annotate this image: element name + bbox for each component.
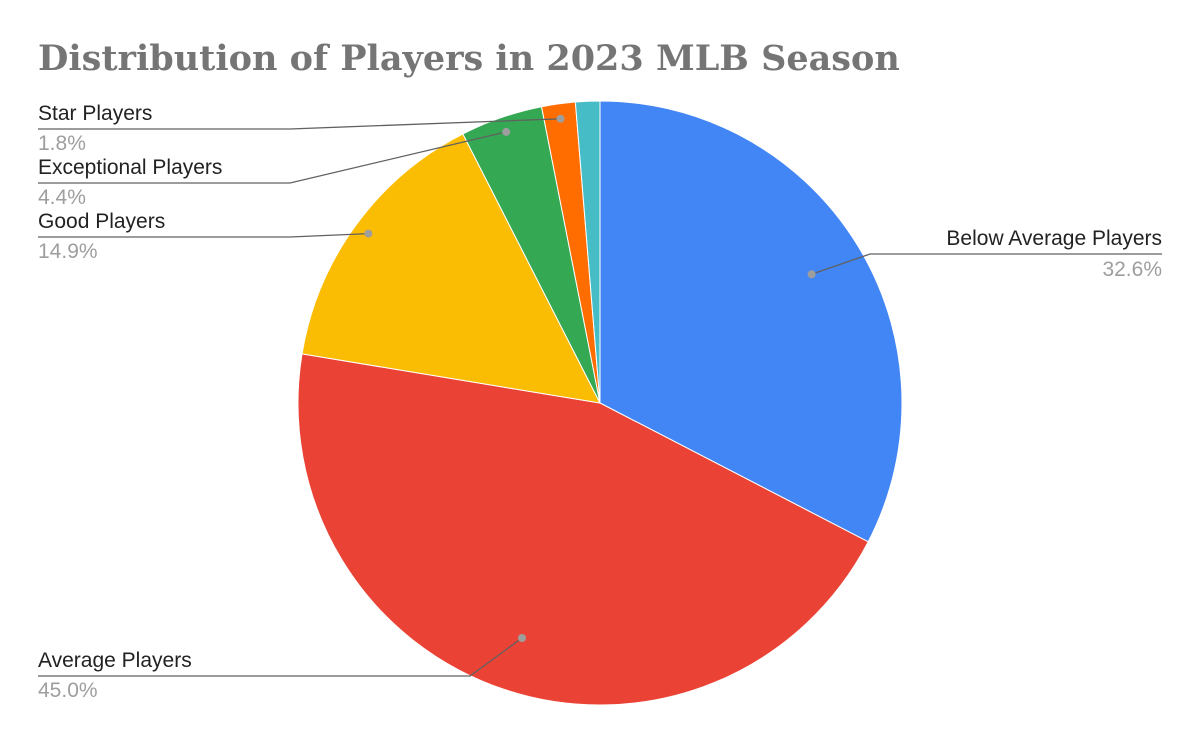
slice-percent: 14.9%	[38, 240, 98, 263]
leader-dot	[502, 127, 511, 136]
slice-label: Below Average Players	[946, 227, 1162, 250]
pie-slice-average-players	[297, 353, 869, 706]
slice-label: Exceptional Players	[38, 156, 222, 179]
slice-percent: 1.8%	[38, 132, 86, 155]
callout-star-players: Star Players 1.8%	[38, 102, 565, 155]
callout-below-average-players: Below Average Players 32.6%	[807, 227, 1162, 281]
leader-line	[38, 131, 507, 184]
slice-label: Star Players	[38, 102, 152, 125]
leader-dot	[556, 114, 565, 123]
pie-slice-below-average-players	[599, 100, 903, 543]
leader-line	[38, 232, 369, 238]
callout-exceptional-players: Exceptional Players 4.4%	[38, 127, 511, 209]
slice-label: Good Players	[38, 210, 165, 233]
slice-percent: 45.0%	[38, 679, 98, 702]
leader-dot	[364, 229, 373, 238]
pie-slices	[297, 100, 903, 706]
leader-line	[38, 637, 523, 677]
slice-label: Average Players	[38, 649, 192, 672]
leader-line	[811, 253, 1162, 275]
leader-dot	[518, 634, 526, 642]
leader-line	[38, 118, 561, 130]
pie-slice-unlabeled	[574, 100, 601, 404]
chart-title: Distribution of Players in 2023 MLB Seas…	[38, 38, 900, 79]
callout-average-players: Average Players 45.0%	[38, 634, 526, 702]
slice-percent: 32.6%	[1102, 258, 1162, 281]
slice-percent: 4.4%	[38, 186, 86, 209]
leader-dot	[807, 270, 816, 279]
slice-callouts: Below Average Players 32.6% Average Player…	[38, 102, 1162, 702]
callout-good-players: Good Players 14.9%	[38, 210, 373, 263]
